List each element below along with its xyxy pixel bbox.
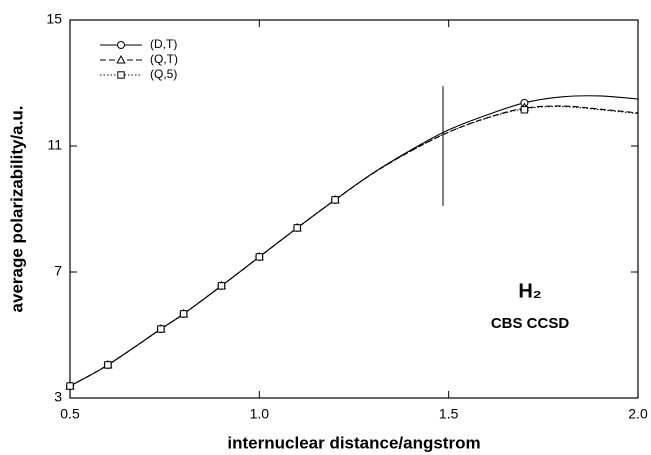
marker: [520, 106, 529, 114]
legend-label: (D,T): [150, 37, 177, 51]
plot-frame: [69, 19, 639, 399]
marker: [117, 41, 125, 49]
marker: [331, 196, 339, 204]
legend-label: (Q,5): [150, 67, 177, 81]
marker: [117, 71, 125, 79]
marker: [293, 224, 301, 232]
annotation: H₂: [518, 280, 541, 302]
marker: [66, 382, 74, 390]
marker: [255, 253, 264, 261]
y-axis-title: average polarizability/a.u.: [7, 106, 26, 313]
marker: [179, 310, 188, 318]
series-line: [69, 106, 639, 387]
y-tick-label: 7: [54, 263, 62, 279]
marker: [116, 54, 126, 64]
marker: [217, 282, 226, 290]
x-tick-label: 1.0: [250, 406, 270, 422]
y-tick-label: 15: [46, 11, 62, 27]
marker: [157, 325, 165, 333]
x-axis-title: internuclear distance/angstrom: [227, 433, 480, 452]
series-line: [69, 105, 639, 387]
y-tick-label: 3: [54, 389, 62, 405]
series-line: [69, 95, 639, 387]
x-tick-label: 1.5: [439, 406, 459, 422]
annotation: CBS CCSD: [491, 315, 570, 332]
marker: [104, 361, 112, 369]
legend-label: (Q,T): [150, 52, 178, 66]
x-tick-label: 0.5: [60, 406, 80, 422]
x-tick-label: 2.0: [628, 406, 648, 422]
y-tick-label: 11: [47, 137, 62, 153]
